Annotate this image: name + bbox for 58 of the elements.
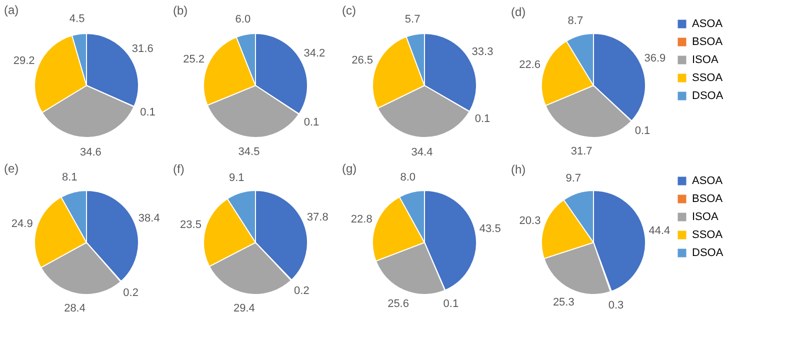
data-label: 23.5	[180, 219, 202, 232]
chart-title: (a)	[4, 3, 19, 18]
data-label: 8.1	[62, 172, 78, 184]
data-label: 44.4	[648, 224, 670, 237]
data-label: 0.3	[608, 300, 624, 312]
data-label: 0.2	[294, 285, 310, 298]
data-label: 0.1	[474, 113, 490, 126]
data-label: 0.1	[443, 298, 459, 310]
data-label: 26.5	[352, 54, 373, 67]
data-label: 0.1	[140, 106, 156, 119]
data-label: 4.5	[69, 13, 85, 26]
chart-title: (d)	[511, 4, 526, 19]
data-label: 25.3	[552, 296, 574, 308]
data-label: 34.2	[304, 48, 326, 60]
data-label: 20.3	[519, 215, 541, 228]
chart-title: (b)	[173, 4, 188, 18]
chart-title: (e)	[4, 162, 19, 176]
data-label: 5.7	[404, 14, 420, 26]
legend-label: SSOA	[692, 72, 724, 84]
data-label: 29.2	[13, 55, 35, 68]
data-label: 22.6	[519, 58, 540, 71]
legend-label: BSOA	[692, 36, 724, 48]
legend-label: ISOA	[692, 211, 719, 223]
data-label: 37.8	[306, 211, 328, 224]
data-label: 6.0	[235, 14, 251, 26]
legend-label: ASOA	[692, 18, 724, 30]
data-label: 8.0	[400, 172, 416, 184]
chart-title: (c)	[342, 4, 356, 18]
data-label: 29.4	[233, 302, 255, 315]
data-label: 33.3	[472, 46, 494, 58]
data-label: 38.4	[138, 212, 160, 225]
data-label: 0.1	[634, 125, 650, 138]
data-label: 0.1	[304, 116, 320, 128]
data-label: 22.8	[350, 213, 372, 226]
data-label: 9.1	[228, 172, 244, 184]
data-label: 34.6	[80, 146, 102, 158]
data-label: 43.5	[479, 222, 501, 235]
legend-label: ASOA	[692, 175, 724, 187]
data-label: 34.4	[411, 146, 433, 158]
legend-label: SSOA	[692, 229, 724, 241]
legend-label: BSOA	[692, 193, 724, 205]
chart-title: (f)	[173, 162, 184, 176]
legend-label: DSOA	[692, 247, 724, 259]
data-label: 31.6	[132, 42, 154, 55]
data-label: 25.6	[388, 298, 409, 310]
chart-title: (h)	[511, 162, 526, 177]
data-label: 24.9	[11, 218, 33, 230]
data-label: 8.7	[568, 14, 584, 27]
data-label: 36.9	[644, 52, 666, 65]
legend-label: DSOA	[692, 90, 724, 102]
data-label: 25.2	[183, 53, 205, 66]
data-label: 31.7	[570, 145, 592, 158]
chart-title: (g)	[342, 162, 357, 176]
legend-label: ISOA	[692, 54, 719, 66]
data-label: 28.4	[64, 302, 86, 314]
data-label: 9.7	[566, 172, 582, 185]
data-label: 0.2	[123, 286, 138, 299]
data-label: 34.5	[238, 146, 260, 158]
